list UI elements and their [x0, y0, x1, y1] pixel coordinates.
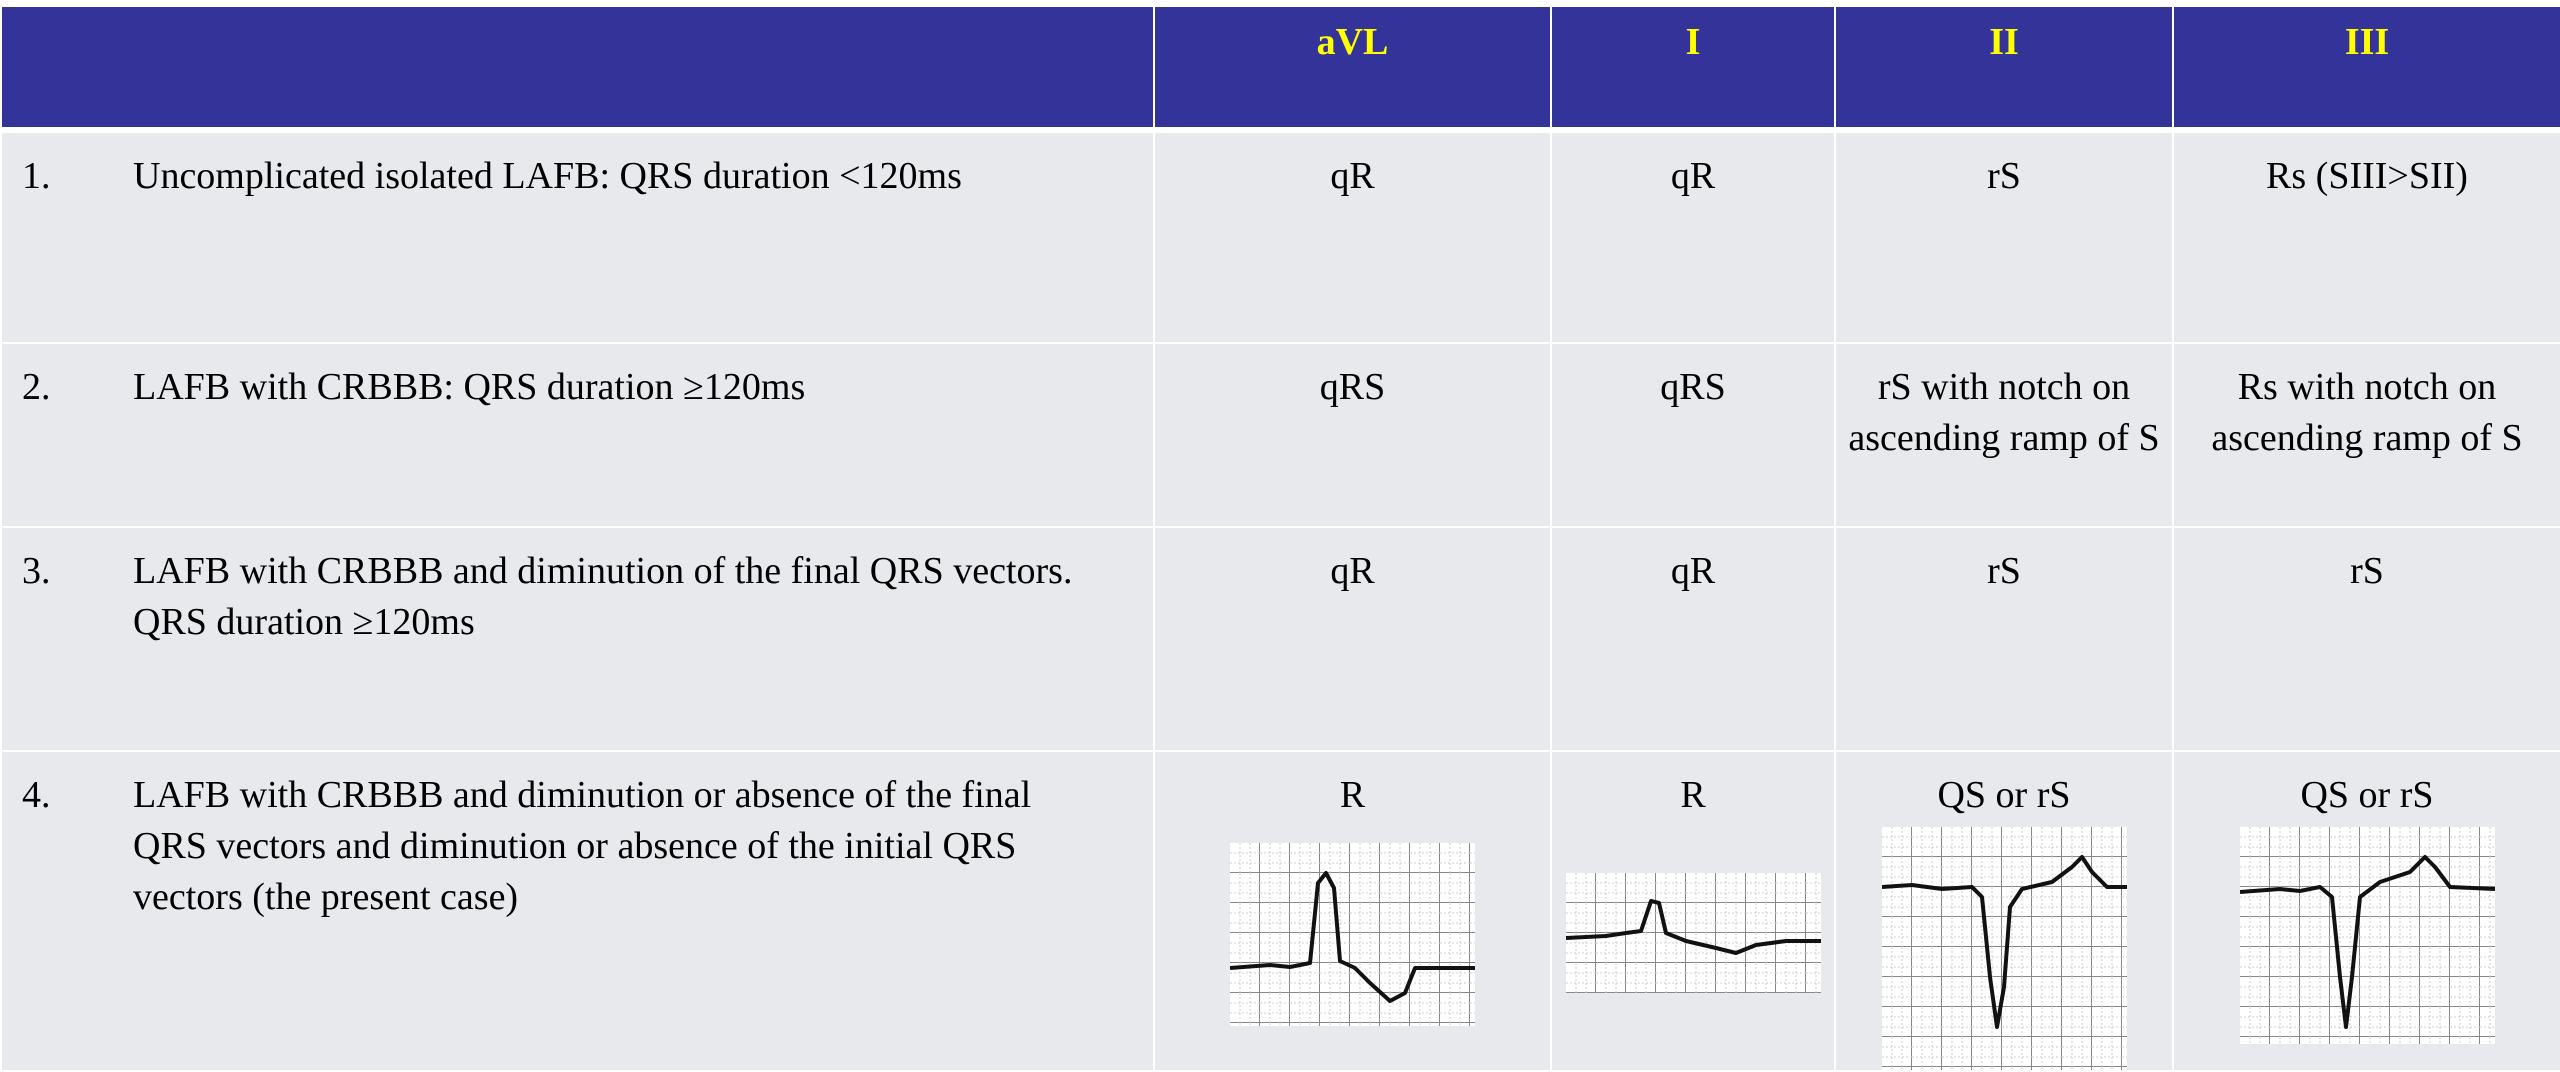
lead-pattern: Rs (SIII>SII) — [2182, 151, 2552, 202]
lead-cell: QS or rS — [2173, 751, 2560, 1071]
lead-cell: R — [1154, 751, 1551, 1071]
lead-cell: rS — [2173, 527, 2560, 751]
lead-cell: Rs with notch on ascending ramp of S — [2173, 343, 2560, 527]
ecg-image — [1163, 843, 1542, 1026]
lead-pattern: QS or rS — [1844, 770, 2164, 821]
row-description: LAFB with CRBBB: QRS duration ≥120ms — [133, 362, 1113, 413]
lead-pattern: R — [1560, 770, 1826, 821]
lead-cell: qRS — [1551, 343, 1835, 527]
lead-pattern: R — [1163, 770, 1542, 821]
header-cell: aVL — [1154, 6, 1551, 130]
row-description: Uncomplicated isolated LAFB: QRS duratio… — [133, 151, 1113, 202]
ecg-image — [1844, 827, 2164, 1070]
lead-pattern: qR — [1163, 546, 1542, 597]
lead-pattern: rS — [1844, 151, 2164, 202]
lead-pattern: qRS — [1163, 362, 1542, 413]
lead-pattern: rS with notch on ascending ramp of S — [1844, 362, 2164, 464]
lafb-table: aVL I II III 1.Uncomplicated isolated LA… — [0, 5, 2560, 1072]
lead-pattern: qR — [1163, 151, 1542, 202]
lead-pattern: rS — [2182, 546, 2552, 597]
row-number: 3. — [2, 546, 133, 597]
ecg-image — [2182, 827, 2552, 1044]
row-number: 4. — [2, 770, 133, 821]
table-row: 1.Uncomplicated isolated LAFB: QRS durat… — [1, 130, 2560, 343]
row-number: 1. — [2, 151, 133, 202]
lead-cell: qR — [1551, 130, 1835, 343]
ecg-trace — [1566, 873, 1821, 993]
lead-pattern: qRS — [1560, 362, 1826, 413]
lead-cell: QS or rS — [1835, 751, 2173, 1071]
lead-cell: qR — [1154, 527, 1551, 751]
description-cell: 4.LAFB with CRBBB and diminution or abse… — [1, 751, 1154, 1071]
ecg-image — [1560, 873, 1826, 993]
header-cell — [1, 6, 1154, 130]
header-cell: II — [1835, 6, 2173, 130]
header-row: aVL I II III — [1, 6, 2560, 130]
table-row: 3.LAFB with CRBBB and diminution of the … — [1, 527, 2560, 751]
lead-pattern: QS or rS — [2182, 770, 2552, 821]
lead-cell: qR — [1551, 527, 1835, 751]
lead-pattern: Rs with notch on ascending ramp of S — [2182, 362, 2552, 464]
lead-pattern: qR — [1560, 546, 1826, 597]
description-cell: 2.LAFB with CRBBB: QRS duration ≥120ms — [1, 343, 1154, 527]
row-number: 2. — [2, 362, 133, 413]
description-cell: 1.Uncomplicated isolated LAFB: QRS durat… — [1, 130, 1154, 343]
page: aVL I II III 1.Uncomplicated isolated LA… — [0, 0, 2560, 1054]
header-cell: I — [1551, 6, 1835, 130]
lead-cell: rS with notch on ascending ramp of S — [1835, 343, 2173, 527]
header-cell: III — [2173, 6, 2560, 130]
lead-cell: rS — [1835, 527, 2173, 751]
lead-cell: Rs (SIII>SII) — [2173, 130, 2560, 343]
table-body: 1.Uncomplicated isolated LAFB: QRS durat… — [1, 130, 2560, 1071]
description-cell: 3.LAFB with CRBBB and diminution of the … — [1, 527, 1154, 751]
table-row: 4.LAFB with CRBBB and diminution or abse… — [1, 751, 2560, 1071]
ecg-trace — [2240, 827, 2495, 1044]
lead-pattern: qR — [1560, 151, 1826, 202]
lead-cell: R — [1551, 751, 1835, 1071]
lead-cell: qRS — [1154, 343, 1551, 527]
lead-pattern: rS — [1844, 546, 2164, 597]
lead-cell: qR — [1154, 130, 1551, 343]
row-description: LAFB with CRBBB and diminution of the fi… — [133, 546, 1113, 648]
ecg-trace — [1230, 843, 1475, 1026]
row-description: LAFB with CRBBB and diminution or absenc… — [133, 770, 1113, 923]
lead-cell: rS — [1835, 130, 2173, 343]
ecg-trace — [1882, 827, 2127, 1070]
